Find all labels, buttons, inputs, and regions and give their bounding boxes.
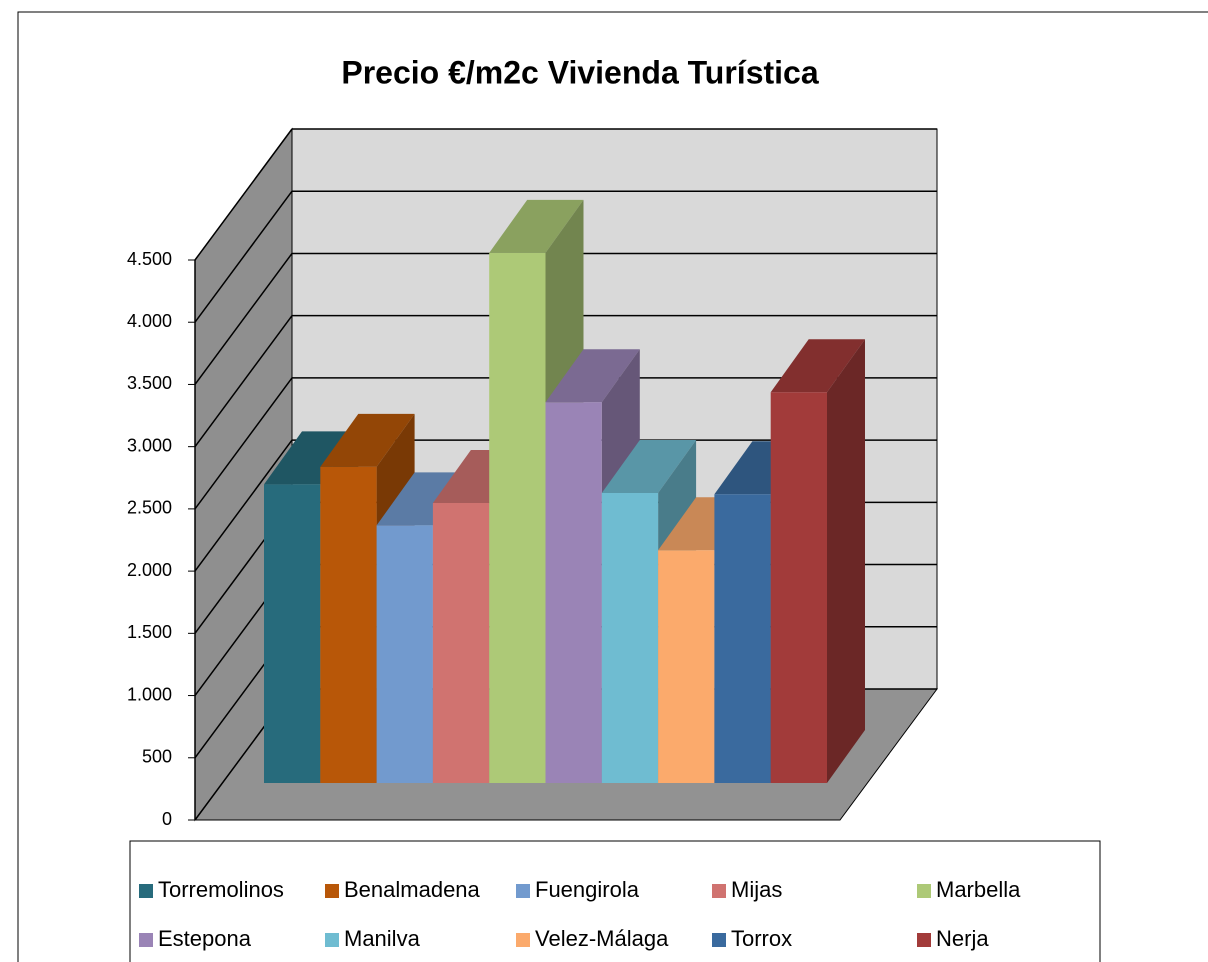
legend-label: Benalmadena: [344, 877, 481, 902]
bar-front: [489, 252, 546, 783]
legend-swatch: [139, 884, 153, 898]
bar-top: [320, 413, 415, 467]
bar-top: [601, 440, 697, 494]
legend-label: Estepona: [158, 926, 252, 951]
legend-label: Fuengirola: [535, 877, 640, 902]
grid-line: [194, 128, 293, 261]
grid-line: [194, 439, 293, 572]
bar-front: [545, 402, 602, 783]
bar-front: [264, 484, 321, 783]
legend-swatch: [139, 933, 153, 947]
legend-label: Torrox: [731, 926, 792, 951]
chart-title: Precio €/m2c Vivienda Turística: [341, 54, 818, 90]
bar-side: [827, 339, 865, 783]
legend-label: Manilva: [344, 926, 421, 951]
bar-front: [320, 466, 377, 783]
bar-front: [658, 550, 715, 783]
legend-box: [129, 840, 1101, 962]
y-tick-label: 3.000: [127, 435, 172, 455]
y-tick-label: 1.000: [127, 684, 172, 704]
legend-label: Nerja: [936, 926, 989, 951]
bar-front: [714, 494, 771, 783]
legend-swatch: [325, 884, 339, 898]
y-tick-label: 2.500: [127, 498, 172, 518]
legend-swatch: [712, 884, 726, 898]
legend-swatch: [712, 933, 726, 947]
bar: [770, 339, 865, 783]
legend-label: Marbella: [936, 877, 1021, 902]
bar-top: [489, 199, 584, 253]
y-tick-label: 4.000: [127, 311, 172, 331]
bar-front: [770, 392, 827, 783]
legend-swatch: [516, 884, 530, 898]
bar-top: [264, 431, 359, 485]
y-tick-label: 500: [142, 747, 172, 767]
grid-line: [194, 252, 293, 385]
grid-line: [194, 377, 293, 510]
legend-label: Torremolinos: [158, 877, 284, 902]
bar-front: [601, 493, 659, 783]
legend-label: Mijas: [731, 877, 782, 902]
bar-front: [432, 503, 490, 783]
y-tick-label: 0: [162, 809, 172, 829]
y-tick-label: 1.500: [127, 622, 172, 642]
y-tick-label: 4.500: [127, 249, 172, 269]
legend-swatch: [917, 884, 931, 898]
grid-line: [194, 315, 293, 448]
bar-front: [376, 525, 433, 783]
legend-swatch: [917, 933, 931, 947]
bar-top: [770, 339, 865, 393]
legend-swatch: [325, 933, 339, 947]
bar-top: [545, 349, 640, 403]
y-tick-label: 2.000: [127, 560, 172, 580]
legend-label: Velez-Málaga: [535, 926, 669, 951]
legend-swatch: [516, 933, 530, 947]
y-tick-label: 3.500: [127, 373, 172, 393]
grid-line: [194, 190, 293, 323]
